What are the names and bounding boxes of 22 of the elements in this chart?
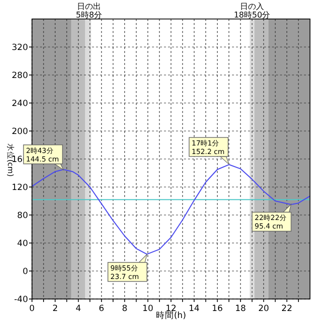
y-tick-label: -40 bbox=[14, 295, 28, 305]
y-tick-label: 0 bbox=[22, 267, 28, 277]
y-tick-label: 200 bbox=[12, 127, 28, 137]
y-tick-label: 240 bbox=[12, 99, 28, 109]
y-tick-label: 80 bbox=[17, 211, 28, 221]
y-tick-label: 120 bbox=[12, 183, 28, 193]
x-tick-label: 6 bbox=[98, 304, 104, 314]
y-tick-label: 280 bbox=[12, 71, 28, 81]
annotation: 日の出 5時8分 bbox=[76, 2, 102, 20]
x-tick-label: 2 bbox=[52, 304, 58, 314]
y-tick-label: 320 bbox=[12, 43, 28, 53]
x-tick-label: 4 bbox=[76, 304, 82, 314]
y-tick-label: 40 bbox=[17, 239, 28, 249]
x-tick-label: 0 bbox=[29, 304, 35, 314]
x-tick-label: 10 bbox=[142, 304, 154, 314]
x-tick-label: 20 bbox=[258, 304, 270, 314]
x-tick-label: 8 bbox=[122, 304, 128, 314]
x-tick-label: 14 bbox=[188, 304, 200, 314]
annotation: 日の入 18時50分 bbox=[234, 2, 270, 20]
x-tick-label: 16 bbox=[212, 304, 223, 314]
x-tick-label: 22 bbox=[281, 304, 292, 314]
x-tick-label: 18 bbox=[235, 304, 246, 314]
